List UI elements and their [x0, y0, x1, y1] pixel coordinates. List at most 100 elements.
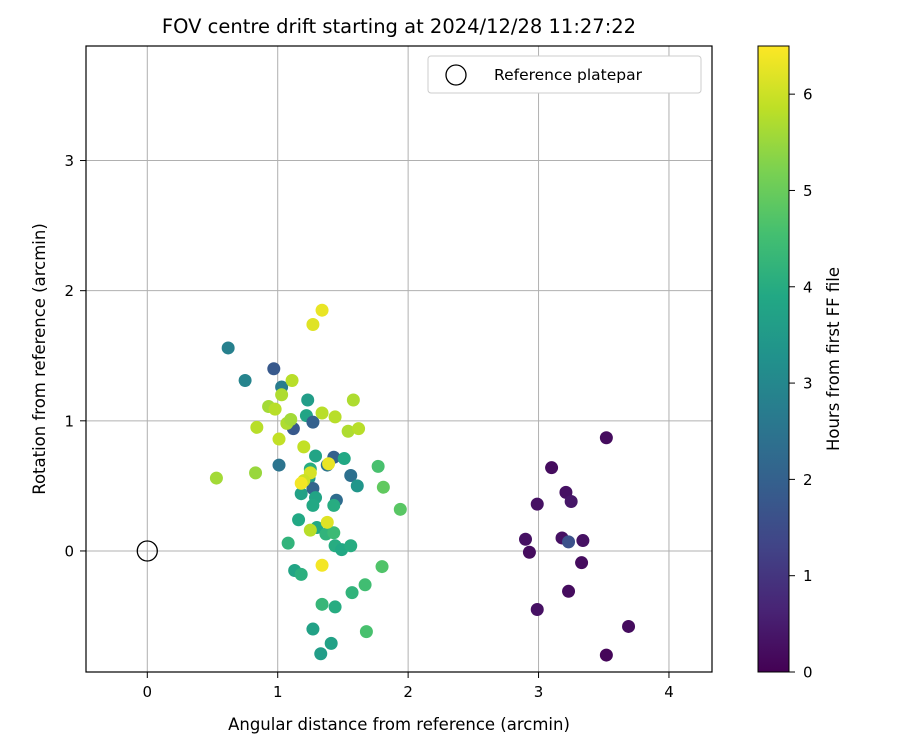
data-point — [344, 539, 358, 553]
colorbar-tick-label: 0 — [803, 664, 813, 682]
data-point — [322, 457, 336, 471]
data-point — [346, 393, 360, 407]
data-point — [530, 603, 544, 617]
data-point — [328, 410, 342, 424]
y-axis-ticks: 0 1 2 3 — [64, 152, 86, 560]
data-point — [622, 619, 636, 633]
legend-marker-reference — [445, 64, 467, 86]
data-point — [306, 622, 320, 636]
data-point — [393, 502, 407, 516]
data-point — [315, 558, 329, 572]
data-point — [250, 420, 264, 434]
colorbar-tick-label: 1 — [803, 567, 813, 585]
y-tick-label: 0 — [64, 542, 74, 560]
data-point — [292, 513, 306, 527]
data-point — [328, 600, 342, 614]
data-point — [306, 318, 320, 332]
data-point — [344, 468, 358, 482]
data-point — [371, 459, 385, 473]
data-point — [359, 625, 373, 639]
data-point — [576, 534, 590, 548]
data-point — [324, 636, 338, 650]
legend: Reference platepar — [427, 55, 702, 94]
data-point — [272, 458, 286, 472]
scatter-points — [209, 303, 636, 662]
data-point — [267, 362, 281, 376]
data-point — [309, 449, 323, 463]
data-point — [284, 413, 298, 427]
x-axis-label: Angular distance from reference (arcmin) — [228, 715, 570, 734]
colorbar-tick-label: 5 — [803, 182, 813, 200]
data-point — [327, 526, 341, 540]
data-point — [599, 431, 613, 445]
plot-frame — [85, 45, 713, 673]
data-point — [530, 497, 544, 511]
data-point — [562, 584, 576, 598]
data-point — [294, 567, 308, 581]
colorbar: 0 1 2 3 4 5 6 Hours from first FF file — [757, 45, 843, 682]
plot-area — [85, 45, 713, 673]
data-point — [575, 556, 589, 570]
data-point — [268, 402, 282, 416]
data-point — [341, 424, 355, 438]
x-tick-label: 3 — [534, 683, 544, 701]
x-axis-ticks: 0 1 2 3 4 — [143, 672, 674, 701]
legend-box — [427, 55, 702, 94]
colorbar-tick-label: 3 — [803, 375, 813, 393]
plot-background — [86, 46, 712, 672]
chart-title: FOV centre drift starting at 2024/12/28 … — [162, 15, 636, 38]
data-point — [564, 495, 578, 509]
data-point — [314, 647, 328, 661]
data-point — [297, 440, 311, 454]
data-point — [303, 523, 317, 537]
data-point — [294, 476, 308, 490]
x-tick-label: 1 — [273, 683, 283, 701]
y-axis-label: Rotation from reference (arcmin) — [30, 223, 49, 495]
x-tick-label: 4 — [664, 683, 674, 701]
data-point — [294, 487, 308, 501]
data-point — [519, 532, 533, 546]
data-point — [209, 471, 223, 485]
data-point — [249, 466, 263, 480]
reference-marker-layer — [136, 540, 158, 562]
data-point — [375, 560, 389, 574]
data-point — [238, 373, 252, 387]
data-point — [301, 393, 315, 407]
grid — [86, 46, 712, 672]
reference-platepar-marker — [136, 540, 158, 562]
y-tick-label: 2 — [64, 282, 74, 300]
data-point — [315, 406, 329, 420]
data-point — [352, 422, 366, 436]
colorbar-tick-label: 2 — [803, 471, 813, 489]
data-point — [306, 498, 320, 512]
x-tick-label: 2 — [403, 683, 413, 701]
data-point — [306, 415, 320, 429]
data-point — [562, 535, 576, 549]
y-tick-label: 3 — [64, 152, 74, 170]
data-point — [350, 479, 364, 493]
data-point — [320, 515, 334, 529]
data-point — [315, 303, 329, 317]
data-point — [285, 373, 299, 387]
data-point — [345, 586, 359, 600]
data-point — [376, 480, 390, 494]
colorbar-ticks: 0 1 2 3 4 5 6 — [789, 86, 813, 682]
data-point — [281, 536, 295, 550]
colorbar-tick-label: 6 — [803, 86, 813, 104]
data-point — [358, 578, 372, 592]
data-point — [275, 388, 289, 402]
y-tick-label: 1 — [64, 412, 74, 430]
data-point — [315, 597, 329, 611]
colorbar-tick-label: 4 — [803, 278, 813, 296]
x-tick-label: 0 — [143, 683, 153, 701]
data-point — [599, 648, 613, 662]
data-point — [221, 341, 235, 355]
data-point — [522, 545, 536, 559]
data-point — [337, 452, 351, 466]
colorbar-label: Hours from first FF file — [824, 267, 843, 451]
colorbar-gradient — [757, 45, 790, 673]
legend-label-reference: Reference platepar — [494, 66, 643, 84]
data-point — [545, 461, 559, 475]
data-point — [272, 432, 286, 446]
